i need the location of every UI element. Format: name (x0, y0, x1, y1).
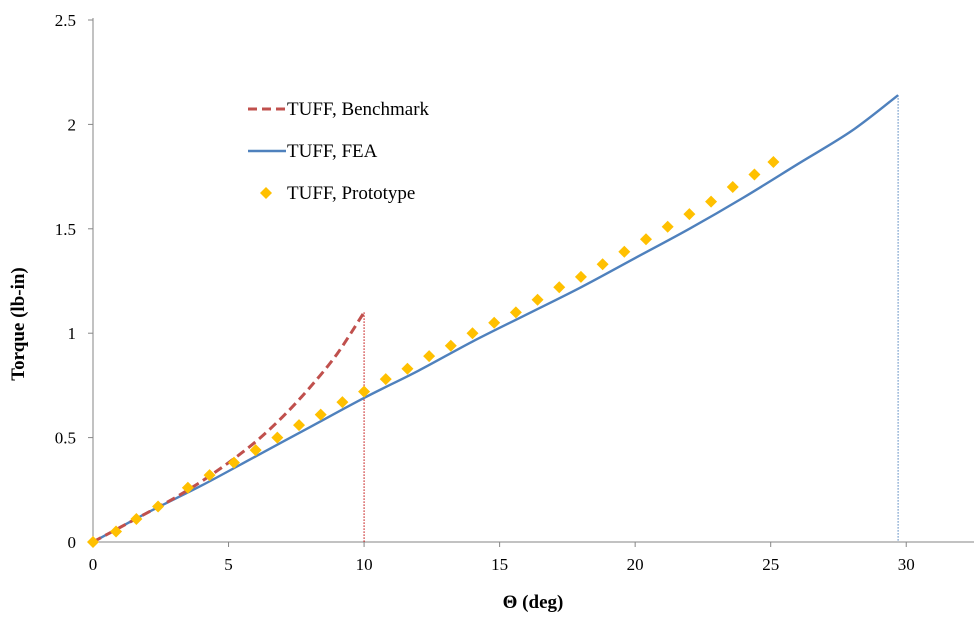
tuff-prototype-point (271, 431, 284, 444)
tuff-prototype-point (705, 195, 718, 208)
tuff-prototype-point (488, 316, 501, 329)
tuff-prototype-point (358, 385, 371, 398)
tuff-prototype-point (379, 373, 392, 386)
tuff-prototype-point (553, 281, 566, 294)
x-tick-label: 30 (898, 555, 915, 574)
tuff-prototype-point (203, 469, 216, 482)
y-tick-label: 0.5 (55, 429, 76, 448)
x-tick-label: 10 (356, 555, 373, 574)
tuff-prototype-point (444, 339, 457, 352)
x-tick-label: 15 (491, 555, 508, 574)
y-tick-label: 1.5 (55, 220, 76, 239)
tuff-prototype-point (639, 233, 652, 246)
x-tick-label: 0 (89, 555, 98, 574)
tuff-prototype-point (227, 456, 240, 469)
tuff-prototype-point (509, 306, 522, 319)
tuff-benchmark-legend-label: TUFF, Benchmark (287, 99, 430, 120)
tuff-prototype-point (293, 419, 306, 432)
series-group (87, 94, 899, 548)
x-tick-label: 5 (224, 555, 233, 574)
y-axis-label: Torque (lb-in) (8, 267, 29, 381)
tuff-prototype-point (661, 220, 674, 233)
x-tick-label: 25 (762, 555, 779, 574)
tuff-prototype-point (574, 270, 587, 283)
tuff-prototype-point (130, 513, 143, 526)
y-tick-label: 2.5 (55, 11, 76, 30)
y-tick-label: 0 (68, 533, 77, 552)
axes (88, 18, 974, 547)
tuff-prototype-point (152, 500, 165, 513)
tuff-prototype-point (336, 396, 349, 409)
tuff-prototype-point (531, 293, 544, 306)
tuff-prototype-point (683, 208, 696, 221)
tuff-prototype-point (314, 408, 327, 421)
legend: TUFF, Benchmark TUFF, FEA TUFF, Prototype (248, 99, 430, 204)
tuff-prototype-legend-label: TUFF, Prototype (287, 183, 415, 204)
tuff-prototype-point (110, 525, 123, 538)
tuff-prototype-legend-marker (260, 187, 272, 199)
x-tick-label: 20 (627, 555, 644, 574)
tuff-prototype-point (423, 350, 436, 363)
tuff-prototype-point (401, 362, 414, 375)
tuff-prototype-markers (87, 155, 780, 548)
tuff-prototype-point (596, 258, 609, 271)
tuff-fea-line (92, 94, 899, 544)
tuff-prototype-point (249, 444, 262, 457)
tuff-fea-legend-label: TUFF, FEA (287, 141, 378, 162)
x-axis-label: Θ (deg) (503, 592, 564, 613)
drop-lines (363, 95, 899, 542)
tuff-prototype-point (87, 536, 99, 548)
tuff-prototype-point (767, 155, 780, 168)
tuff-prototype-point (181, 481, 194, 494)
tuff-prototype-point (726, 181, 739, 194)
tuff-prototype-point (748, 168, 761, 181)
tuff-prototype-point (466, 327, 479, 340)
y-tick-label: 1 (68, 324, 77, 343)
tuff-benchmark-line (92, 311, 366, 544)
tick-labels: 0 5 10 15 20 25 30 0 0.5 1 1.5 2 2.5 (55, 11, 915, 574)
y-tick-label: 2 (68, 115, 77, 134)
tuff-prototype-point (618, 245, 631, 258)
